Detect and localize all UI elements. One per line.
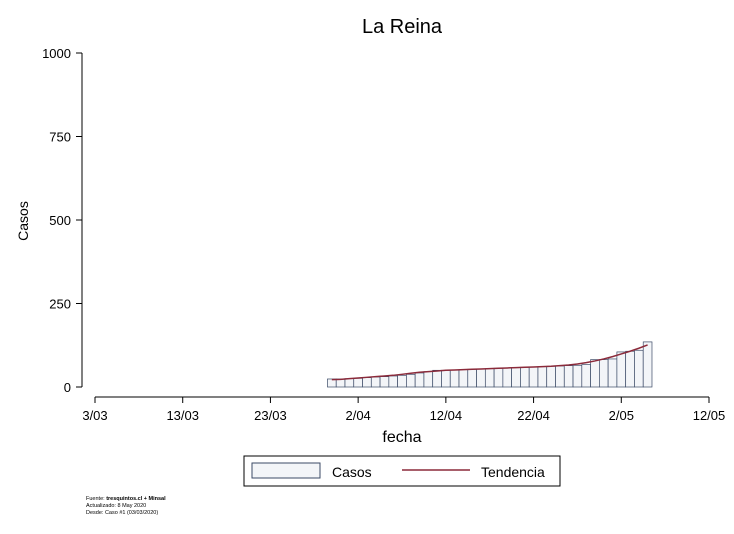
footnote-source-label: Fuente: (86, 496, 107, 502)
bar (406, 373, 416, 388)
y-tick-label: 1000 (42, 46, 71, 61)
bar (511, 367, 521, 388)
bar (590, 359, 600, 388)
bar (335, 378, 346, 388)
bar (546, 365, 556, 388)
x-tick-label: 2/05 (609, 408, 634, 423)
bar (449, 369, 460, 388)
x-tick-label: 12/04 (430, 408, 463, 423)
bar (362, 377, 372, 388)
y-tick-label: 750 (49, 130, 71, 145)
y-tick-label: 500 (49, 213, 71, 228)
bar (502, 367, 512, 388)
bar (563, 365, 574, 388)
x-tick-label: 12/05 (693, 408, 726, 423)
bar (370, 376, 381, 388)
bar (458, 369, 469, 388)
trend-series (331, 344, 648, 381)
bar (607, 358, 618, 388)
chart-title: La Reina (362, 16, 443, 38)
bar (599, 359, 609, 388)
footnote-source: Fuente: tresquintos.cl + Minsal (86, 496, 166, 503)
legend: Casos Tendencia (243, 455, 561, 487)
bar (520, 366, 530, 388)
y-axis-title: Casos (15, 201, 31, 241)
bar (388, 375, 398, 388)
bar (432, 369, 442, 388)
bar (555, 365, 565, 388)
y-tick-label: 0 (64, 380, 71, 395)
x-tick-label: 13/03 (166, 408, 199, 423)
bar (572, 364, 583, 388)
footnote-since: Desde: Caso #1 (03/03/2020) (86, 510, 159, 516)
bar (353, 377, 363, 388)
bar-series (327, 341, 653, 388)
bar (379, 376, 390, 388)
bar (616, 351, 627, 388)
y-tick-label: 250 (49, 297, 71, 312)
bar (493, 367, 504, 388)
bar (414, 372, 425, 388)
bar (441, 369, 451, 388)
bar (625, 350, 635, 388)
legend-swatch-casos (251, 462, 321, 479)
x-axis-title: fecha (382, 429, 421, 446)
x-axis: 3/03 13/03 23/03 2/04 12/04 22/04 2/05 12/05 (82, 396, 726, 423)
bar (476, 368, 486, 388)
bar (397, 374, 407, 388)
bar (344, 378, 355, 388)
x-tick-label: 22/04 (517, 408, 550, 423)
x-tick-label: 2/04 (345, 408, 370, 423)
footnote-source-value: tresquintos.cl + Minsal (106, 496, 166, 502)
bar (423, 371, 434, 388)
bar (634, 349, 644, 388)
y-axis: 0 250 500 750 1000 (42, 46, 83, 395)
bar (467, 368, 477, 388)
bar (581, 364, 591, 388)
bar (537, 366, 548, 388)
legend-label-tendencia: Tendencia (481, 464, 545, 480)
trend-line (331, 344, 648, 381)
footnote-updated: Actualizado: 8 May 2020 (86, 503, 147, 509)
bar (484, 368, 495, 388)
bar (642, 341, 653, 388)
bar (528, 366, 539, 388)
x-tick-label: 3/03 (82, 408, 107, 423)
legend-label-casos: Casos (332, 464, 372, 480)
x-tick-label: 23/03 (254, 408, 287, 423)
